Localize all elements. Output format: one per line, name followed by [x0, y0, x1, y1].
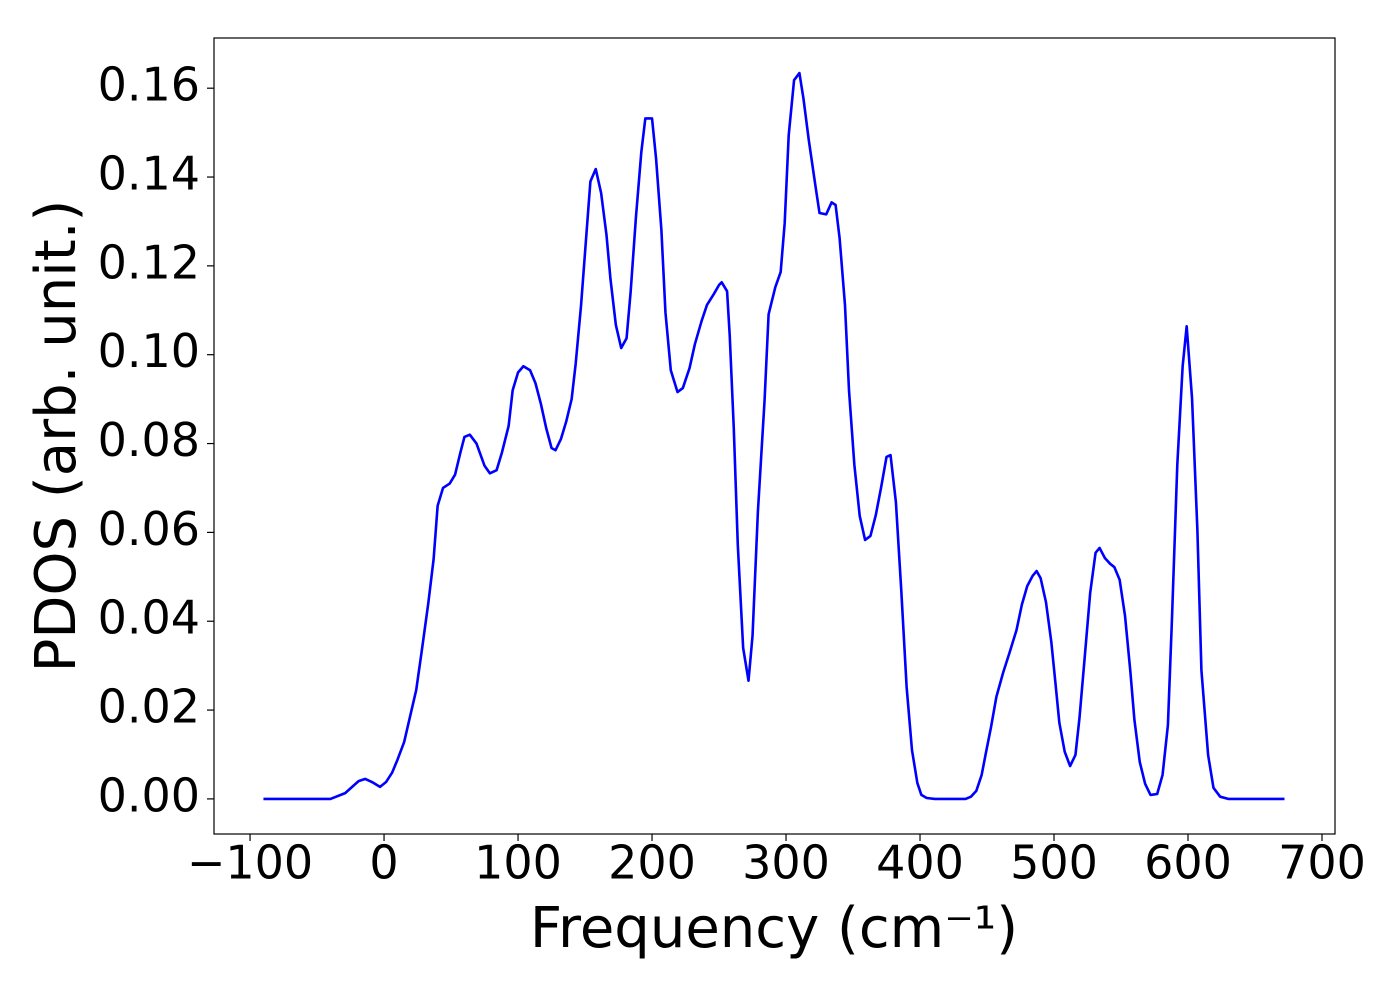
y-tick-label: 0.10 [98, 324, 200, 378]
line [263, 71, 1285, 801]
x-tick-label: 700 [1278, 836, 1366, 890]
x-tick-label: 500 [1010, 836, 1098, 890]
y-tick-label: 0.14 [98, 147, 200, 201]
x-tick-label: 100 [474, 836, 562, 890]
y-tick-label: 0.08 [98, 413, 200, 467]
x-tick-label: 300 [742, 836, 830, 890]
x-tick-label: 0 [369, 836, 398, 890]
y-tick-label: 0.04 [98, 591, 200, 645]
x-tick-label: −100 [187, 836, 313, 890]
y-tick-label: 0.16 [98, 58, 200, 112]
y-tick-label: 0.12 [98, 235, 200, 289]
y-axis-label: PDOS (arb. unit.) [24, 200, 89, 673]
plot-frame [213, 37, 1336, 835]
y-tick-label: 0.02 [98, 680, 200, 734]
y-tick-label: 0.00 [98, 768, 200, 822]
x-tick-label: 400 [876, 836, 964, 890]
x-tick-label: 600 [1144, 836, 1232, 890]
x-axis-label: Frequency (cm⁻¹) [530, 896, 1018, 961]
x-tick-label: 200 [608, 836, 696, 890]
y-tick-label: 0.06 [98, 502, 200, 556]
